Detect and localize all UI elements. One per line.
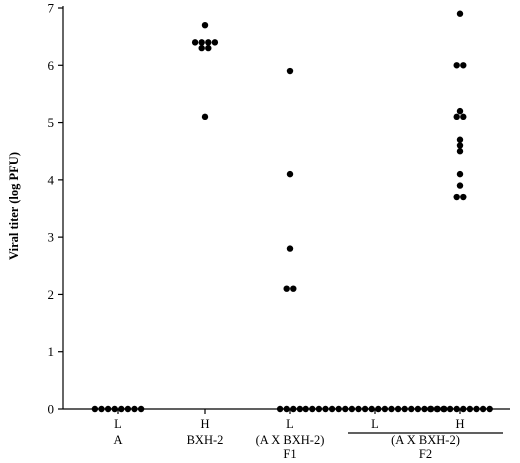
data-point	[456, 170, 464, 178]
data-point	[440, 405, 447, 413]
chart-axes: 0 1 2 3 4 5 6 7	[48, 1, 510, 417]
y-tick-label: 2	[48, 287, 55, 302]
data-point	[137, 405, 145, 413]
data-point	[309, 405, 316, 413]
data-point	[198, 39, 205, 46]
data-point	[98, 405, 105, 413]
data-point	[460, 193, 467, 201]
y-tick-label: 0	[48, 402, 55, 417]
data-point	[486, 405, 493, 413]
data-point	[414, 405, 422, 413]
data-point	[211, 39, 219, 46]
phenotype-label: L	[286, 417, 294, 431]
y-tick-label: 4	[48, 172, 55, 187]
data-point	[460, 62, 467, 69]
data-point	[466, 405, 474, 413]
data-point	[388, 405, 395, 413]
data-point	[460, 405, 467, 413]
data-point	[283, 285, 290, 292]
data-point	[91, 405, 99, 413]
y-tick-label: 6	[48, 58, 55, 73]
data-point	[111, 405, 118, 413]
data-point	[286, 170, 294, 178]
phenotype-label: H	[455, 417, 464, 431]
data-point	[381, 405, 389, 413]
data-point	[290, 285, 297, 292]
data-point	[328, 405, 336, 413]
data-point	[394, 405, 402, 413]
data-point	[456, 107, 464, 115]
strain-label: A	[113, 433, 122, 447]
data-point	[453, 193, 460, 201]
data-point	[427, 405, 434, 413]
data-point	[322, 405, 329, 413]
data-point	[408, 405, 415, 413]
phenotype-label: H	[200, 417, 209, 431]
data-point	[479, 405, 487, 413]
bracket-label: F2	[419, 447, 432, 461]
bracket-label: (A X BXH-2)	[391, 433, 460, 447]
data-point	[286, 245, 294, 252]
data-point	[348, 405, 356, 413]
data-point	[201, 21, 209, 29]
data-point	[456, 142, 464, 149]
data-point	[453, 62, 460, 69]
data-point	[401, 405, 408, 413]
data-point	[456, 10, 464, 17]
data-point	[302, 405, 309, 413]
data-point	[296, 405, 304, 413]
data-point	[201, 113, 209, 121]
data-point	[290, 405, 297, 413]
strain-label: F1	[283, 447, 296, 461]
y-tick-label: 1	[48, 344, 55, 359]
data-point	[315, 405, 323, 413]
data-point	[342, 405, 349, 413]
data-point	[198, 44, 205, 52]
phenotype-label: L	[114, 417, 122, 431]
data-point	[335, 405, 342, 413]
data-point	[456, 136, 464, 143]
y-tick-label: 7	[48, 1, 55, 16]
y-tick-label: 3	[48, 230, 55, 245]
data-point	[191, 39, 199, 46]
data-point	[473, 405, 480, 413]
data-point	[446, 405, 454, 413]
phenotype-label: L	[371, 417, 379, 431]
data-point	[433, 405, 441, 413]
data-point	[460, 113, 467, 121]
y-tick-label: 5	[48, 115, 55, 130]
data-points	[91, 10, 493, 413]
data-point	[131, 405, 138, 413]
data-point	[205, 39, 212, 46]
data-point	[368, 405, 375, 413]
strain-label: (A X BXH-2)	[256, 433, 325, 447]
data-point	[276, 405, 284, 413]
y-axis-label: Viral titer (log PFU)	[7, 152, 21, 260]
data-point	[456, 148, 464, 155]
data-point	[453, 405, 460, 413]
data-point	[118, 405, 125, 413]
data-point	[205, 44, 212, 52]
data-point	[104, 405, 112, 413]
data-point	[286, 67, 294, 75]
data-point	[124, 405, 132, 413]
data-point	[421, 405, 428, 413]
data-point	[453, 113, 460, 121]
data-point	[355, 405, 362, 413]
data-point	[375, 405, 382, 413]
strain-label: BXH-2	[187, 433, 224, 447]
data-point	[456, 182, 464, 189]
data-point	[283, 405, 290, 413]
data-point	[361, 405, 369, 413]
